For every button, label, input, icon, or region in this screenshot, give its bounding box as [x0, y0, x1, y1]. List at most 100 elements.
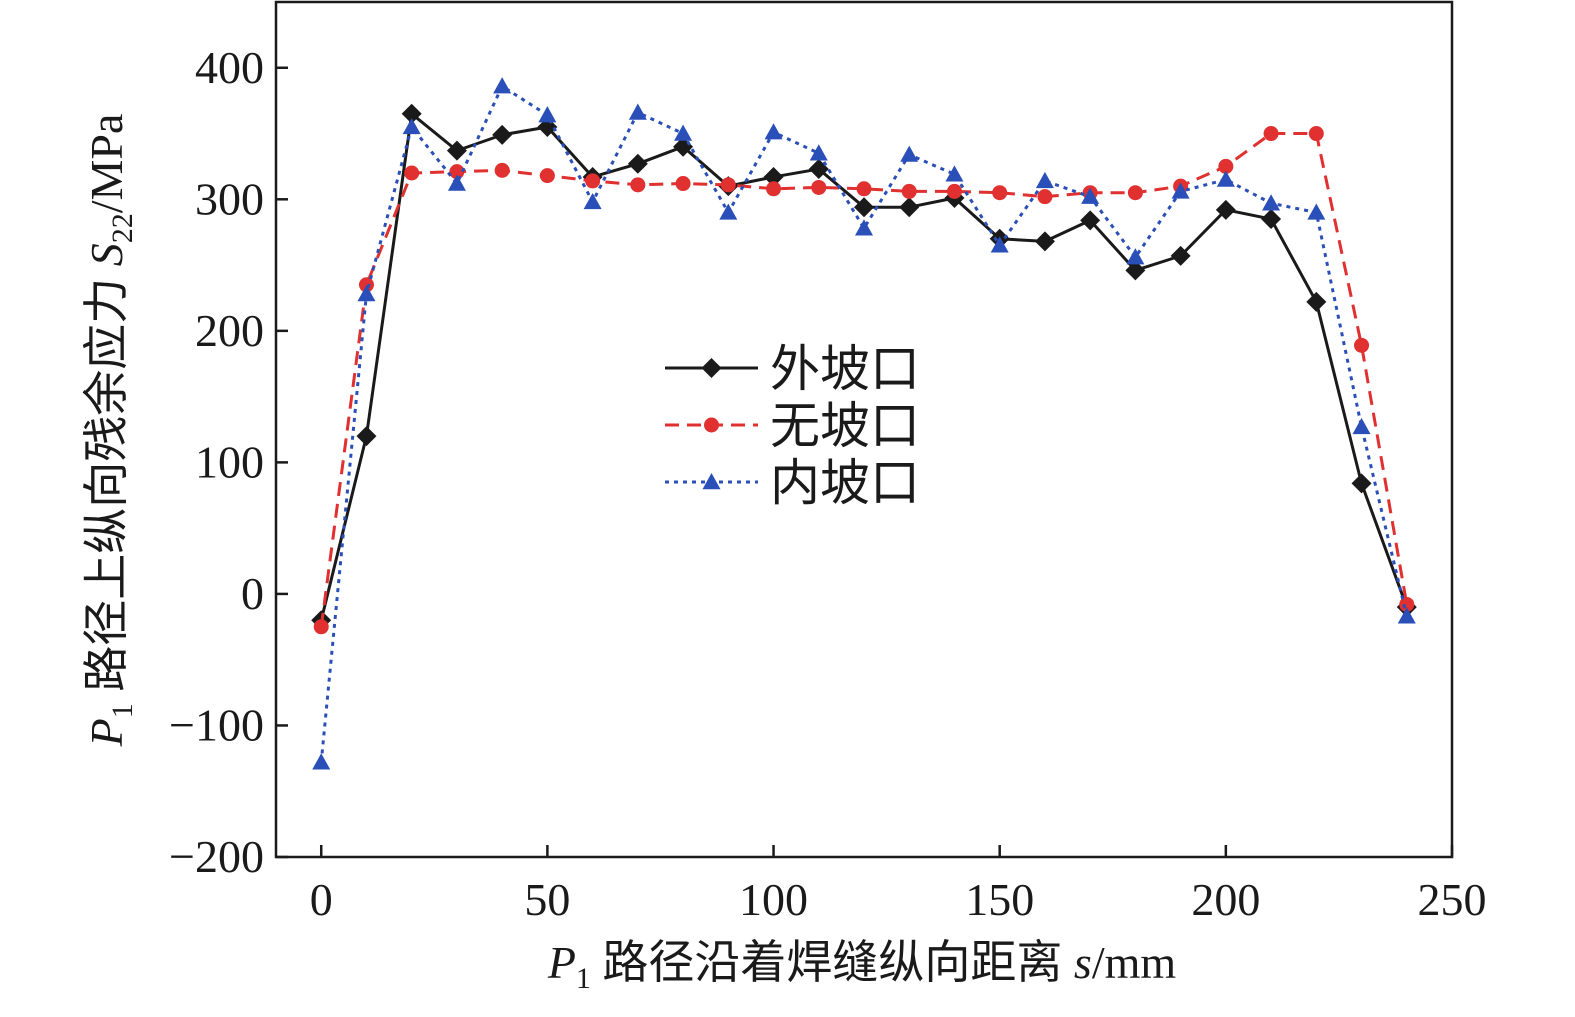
data-point	[628, 103, 647, 120]
data-point	[494, 162, 510, 178]
data-point	[809, 144, 828, 161]
series-layer	[311, 77, 1417, 770]
x-tick-label: 150	[965, 874, 1034, 925]
data-point	[1351, 473, 1372, 494]
data-point	[492, 124, 513, 145]
x-axis-title-sub: 1	[576, 962, 591, 995]
x-axis-title-text: 路径沿着焊缝纵向距离	[591, 937, 1074, 988]
data-point	[627, 153, 648, 174]
series-triangle	[312, 77, 1416, 770]
data-point	[899, 197, 920, 218]
x-axis-title: P1 路径沿着焊缝纵向距离 s/mm	[547, 937, 1177, 995]
y-axis-title-symbol: S	[81, 243, 132, 266]
data-point	[945, 165, 964, 182]
data-point	[1034, 231, 1055, 252]
x-axis-ticks: 0 50 100 150 200 250	[310, 845, 1487, 925]
data-point	[1306, 291, 1327, 312]
data-point	[856, 181, 872, 197]
data-point	[675, 176, 691, 192]
x-tick-label: 200	[1191, 874, 1260, 925]
data-point	[1035, 171, 1054, 189]
data-point	[1081, 187, 1100, 204]
legend-label: 无坡口	[770, 398, 920, 454]
data-point	[719, 203, 738, 220]
y-axis-ticks: −200 −100 0 100 200 300 400	[169, 42, 288, 882]
data-point	[946, 183, 962, 199]
data-point	[1080, 210, 1101, 231]
legend-label: 内坡口	[770, 455, 920, 511]
data-point	[763, 166, 784, 187]
y-axis-title-var: P	[81, 718, 132, 747]
data-point	[1307, 203, 1326, 220]
data-point	[585, 173, 601, 189]
data-point	[1216, 170, 1235, 187]
data-point	[764, 123, 783, 140]
x-tick-label: 0	[310, 874, 333, 925]
data-point	[766, 181, 782, 197]
y-tick-label: 100	[195, 436, 264, 487]
data-point	[855, 219, 873, 236]
data-point	[357, 285, 376, 302]
data-point	[1170, 245, 1191, 266]
data-point	[1352, 417, 1371, 435]
legend-item: 外坡口	[665, 341, 920, 397]
data-point	[1127, 185, 1143, 201]
y-tick-label: 0	[241, 568, 264, 619]
data-point	[356, 426, 377, 447]
legend-marker	[704, 417, 719, 433]
data-point	[992, 185, 1008, 201]
y-tick-label: −200	[169, 831, 264, 882]
legend-marker	[702, 473, 721, 490]
data-point	[402, 117, 421, 135]
data-point	[630, 177, 646, 193]
data-point	[583, 192, 602, 210]
legend-item: 无坡口	[665, 398, 920, 454]
data-point	[538, 106, 557, 123]
data-point	[539, 168, 555, 184]
y-tick-label: 200	[195, 305, 264, 356]
data-point	[901, 183, 917, 199]
y-tick-label: 400	[195, 42, 264, 93]
data-point	[1215, 199, 1236, 220]
data-point	[401, 103, 422, 124]
data-point	[1126, 248, 1145, 265]
legend-marker	[701, 358, 722, 378]
y-axis-title-unit: /MPa	[81, 114, 132, 214]
x-axis-title-var: P	[547, 937, 576, 988]
plot-frame	[274, 0, 1454, 859]
data-point	[358, 277, 374, 293]
data-point	[811, 179, 827, 195]
data-point	[1261, 209, 1282, 230]
x-axis-title-symbol: s	[1074, 937, 1092, 988]
data-point	[720, 177, 736, 193]
data-point	[447, 174, 466, 191]
data-point	[313, 619, 329, 635]
data-point	[493, 77, 512, 94]
x-tick-label: 100	[739, 874, 808, 925]
legend-item: 内坡口	[665, 455, 920, 511]
data-point	[674, 124, 693, 141]
x-axis-title-unit: /mm	[1092, 937, 1177, 988]
data-point	[449, 164, 465, 180]
y-axis-title-symbol-sub: 22	[106, 213, 139, 243]
data-point	[1037, 189, 1053, 205]
y-tick-label: −100	[169, 699, 264, 750]
data-point	[900, 145, 919, 162]
data-point	[312, 753, 331, 770]
data-point	[1354, 337, 1370, 353]
data-point	[1171, 182, 1190, 199]
y-axis-title-text: 路径上纵向残余应力	[81, 266, 132, 703]
y-axis-title: P1 路径上纵向残余应力 S22/MPa	[81, 114, 139, 748]
data-point	[1399, 596, 1415, 612]
data-point	[1218, 158, 1234, 174]
data-point	[990, 236, 1009, 253]
y-tick-label: 300	[195, 173, 264, 224]
y-axis-title-sub: 1	[106, 703, 139, 718]
x-tick-label: 250	[1418, 874, 1487, 925]
data-point	[1397, 607, 1416, 624]
data-point	[1263, 126, 1279, 142]
data-point	[854, 197, 874, 218]
